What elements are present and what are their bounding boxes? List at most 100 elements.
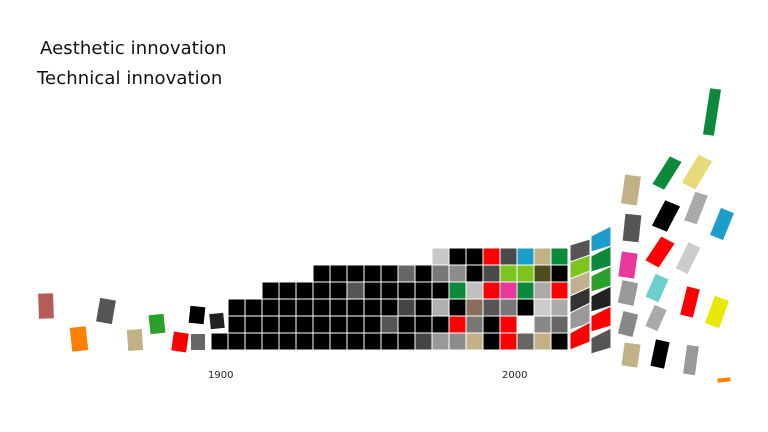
- grid-tile: [261, 298, 280, 317]
- floating-tile: [208, 311, 226, 331]
- grid-tile: [227, 332, 246, 351]
- grid-tile: [261, 315, 280, 334]
- grid-tile: [278, 281, 297, 300]
- grid-tile: [278, 315, 297, 334]
- grid-tile: [397, 264, 416, 283]
- grid-tile: [499, 332, 518, 351]
- grid-tile: [482, 264, 501, 283]
- grid-tile: [312, 298, 331, 317]
- grid-tile: [482, 332, 501, 351]
- grid-tile: [414, 281, 433, 300]
- grid-tile: [431, 281, 450, 300]
- floating-tile: [616, 309, 640, 339]
- grid-tile: [499, 247, 518, 266]
- grid-tile: [295, 298, 314, 317]
- floating-tile: [187, 304, 207, 326]
- grid-tile: [414, 315, 433, 334]
- floating-tile: [708, 206, 736, 242]
- year-2000-label: 2000: [502, 370, 528, 381]
- grid-tile: [244, 298, 263, 317]
- grid-tile: [278, 332, 297, 351]
- grid-tile: [482, 298, 501, 317]
- floating-tile: [125, 327, 145, 353]
- floating-tile: [616, 278, 640, 308]
- grid-tile: [363, 298, 382, 317]
- floating-tile: [680, 153, 714, 191]
- grid-tile: [363, 332, 382, 351]
- grid-tile: [482, 247, 501, 266]
- grid-tile: [261, 332, 280, 351]
- technical-innovation-heading: Technical innovation: [37, 68, 223, 89]
- grid-tile: [431, 315, 450, 334]
- grid-tile: [516, 247, 535, 266]
- grid-tile: [312, 281, 331, 300]
- grid-tile: [533, 264, 552, 283]
- grid-tile: [278, 298, 297, 317]
- floating-tile: [644, 303, 668, 333]
- grid-tile: [244, 332, 263, 351]
- grid-tile: [346, 298, 365, 317]
- floating-tile: [649, 338, 671, 370]
- grid-tile: [397, 332, 416, 351]
- floating-tile: [716, 376, 732, 384]
- grid-tile: [414, 332, 433, 351]
- grid-tile: [380, 332, 399, 351]
- grid-tile: [329, 315, 348, 334]
- grid-tile: [448, 298, 467, 317]
- grid-tile: [431, 247, 450, 266]
- grid-tile: [363, 315, 382, 334]
- grid-tile: [363, 281, 382, 300]
- floating-tile: [190, 333, 206, 351]
- grid-tile: [550, 264, 569, 283]
- grid-tile: [329, 298, 348, 317]
- grid-tile: [465, 332, 484, 351]
- grid-tile: [380, 264, 399, 283]
- grid-tile: [244, 315, 263, 334]
- aesthetic-innovation-heading: Aesthetic innovation: [40, 38, 227, 59]
- mosaic-tile: [590, 305, 612, 333]
- grid-tile: [210, 332, 229, 351]
- grid-tile: [533, 281, 552, 300]
- grid-tile: [227, 315, 246, 334]
- mosaic-tile: [590, 327, 612, 355]
- floating-tile: [681, 343, 701, 377]
- grid-tile: [431, 332, 450, 351]
- floating-tile: [678, 285, 702, 319]
- grid-tile: [482, 315, 501, 334]
- grid-tile: [550, 247, 569, 266]
- floating-tile: [682, 190, 710, 226]
- grid-tile: [465, 247, 484, 266]
- grid-tile: [397, 298, 416, 317]
- grid-tile: [448, 247, 467, 266]
- grid-tile: [380, 298, 399, 317]
- floating-tile: [703, 294, 731, 330]
- grid-tile: [550, 315, 569, 334]
- grid-tile: [499, 281, 518, 300]
- grid-tile: [550, 298, 569, 317]
- grid-tile: [414, 298, 433, 317]
- grid-tile: [295, 332, 314, 351]
- grid-tile: [465, 298, 484, 317]
- grid-tile: [312, 332, 331, 351]
- grid-tile: [533, 298, 552, 317]
- grid-tile: [312, 315, 331, 334]
- floating-tile: [170, 330, 190, 354]
- grid-tile: [414, 264, 433, 283]
- grid-tile: [533, 247, 552, 266]
- grid-tile: [431, 298, 450, 317]
- mosaic-tile: [569, 321, 591, 351]
- grid-tile: [550, 332, 569, 351]
- grid-tile: [499, 264, 518, 283]
- grid-tile: [550, 281, 569, 300]
- grid-tile: [516, 264, 535, 283]
- floating-tile: [644, 272, 670, 304]
- grid-tile: [380, 315, 399, 334]
- grid-tile: [499, 298, 518, 317]
- grid-tile: [448, 264, 467, 283]
- grid-tile: [397, 281, 416, 300]
- grid-tile: [380, 281, 399, 300]
- grid-tile: [482, 281, 501, 300]
- grid-tile: [516, 315, 535, 334]
- grid-tile: [346, 332, 365, 351]
